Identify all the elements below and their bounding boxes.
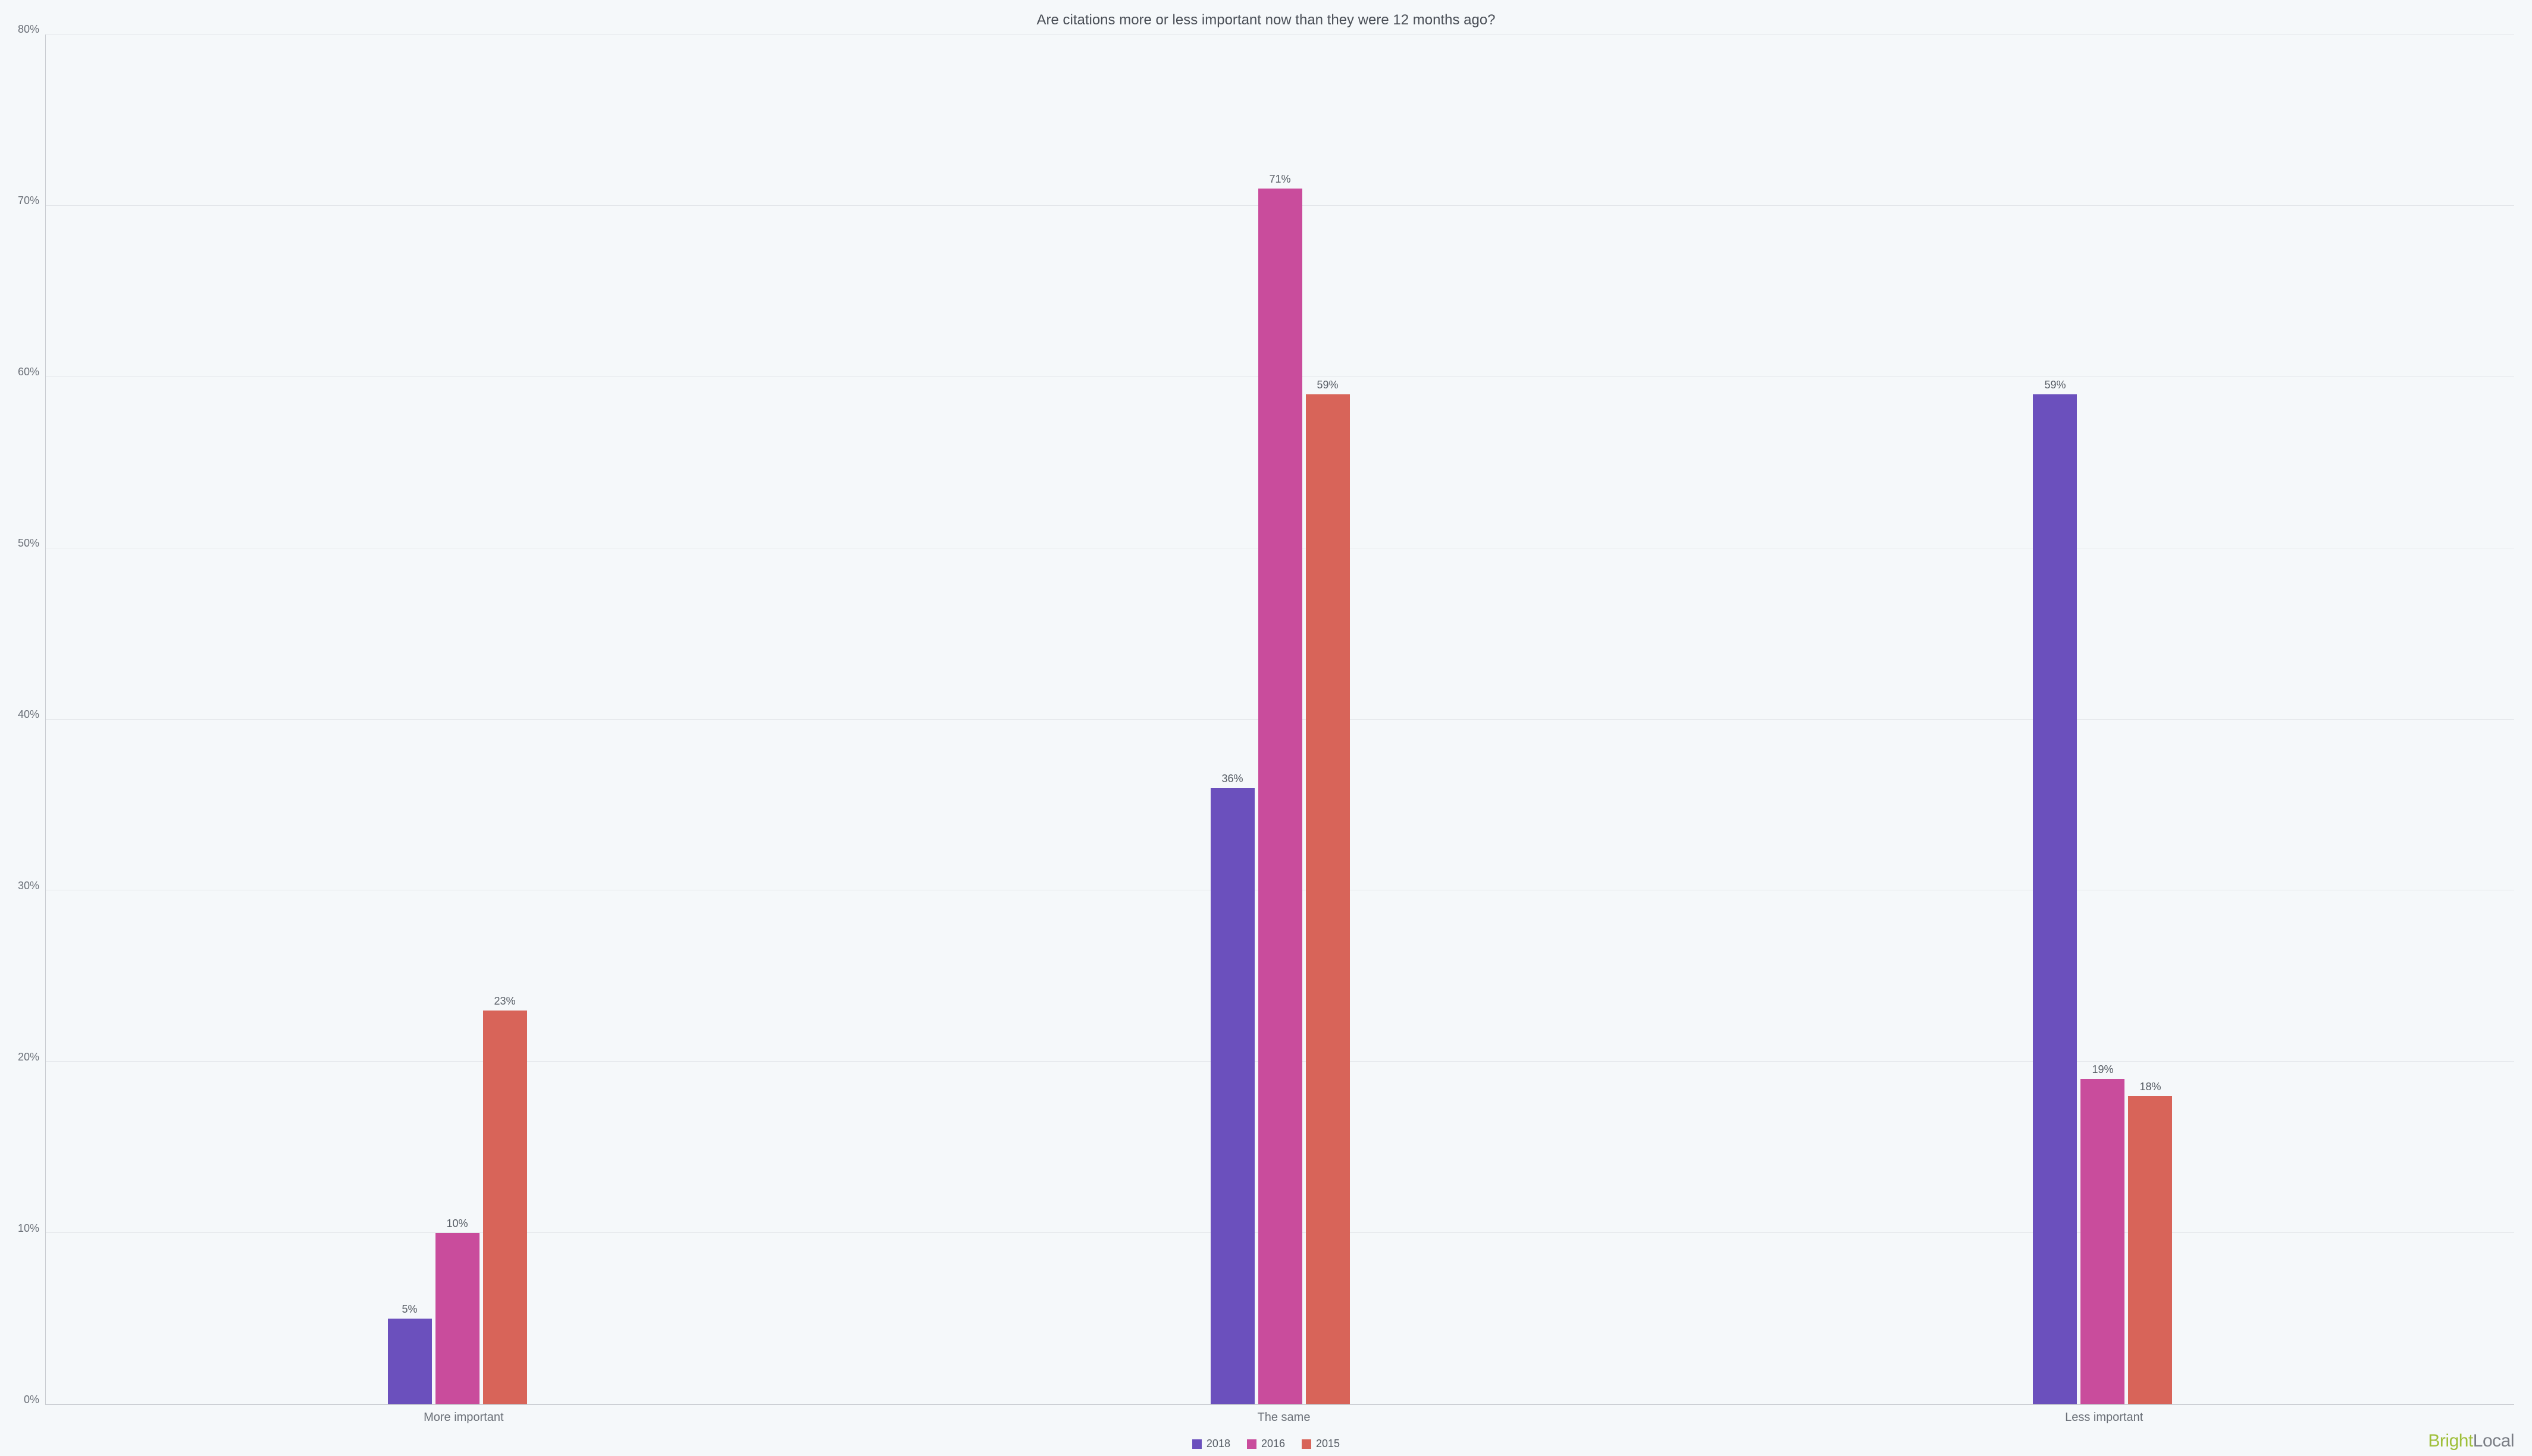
bar-group: 59%19%18% [1691, 34, 2514, 1404]
bar: 18% [2128, 1096, 2172, 1404]
x-category-label: The same [874, 1411, 1694, 1424]
bar: 71% [1258, 189, 1302, 1404]
x-category-label: Less important [1694, 1411, 2514, 1424]
legend-item: 2015 [1302, 1438, 1340, 1450]
legend-item: 2016 [1247, 1438, 1285, 1450]
bar-value-label: 18% [2139, 1081, 2161, 1093]
bar: 5% [388, 1319, 432, 1404]
bar-value-label: 59% [2044, 379, 2066, 391]
bar-groups: 5%10%23%36%71%59%59%19%18% [46, 34, 2514, 1404]
bar: 10% [435, 1233, 480, 1404]
y-axis: 80%70%60%50%40%30%20%10%0% [18, 34, 45, 1405]
chart-area: 80%70%60%50%40%30%20%10%0% 5%10%23%36%71… [18, 34, 2514, 1405]
chart-title: Are citations more or less important now… [18, 12, 2514, 29]
legend-swatch [1192, 1439, 1202, 1449]
legend-label: 2016 [1261, 1438, 1285, 1450]
bar-value-label: 5% [402, 1303, 418, 1316]
legend-swatch [1302, 1439, 1311, 1449]
x-axis: More importantThe sameLess important [54, 1411, 2514, 1424]
bar: 19% [2080, 1079, 2124, 1404]
legend-item: 2018 [1192, 1438, 1230, 1450]
bar-group: 5%10%23% [46, 34, 869, 1404]
legend-label: 2018 [1207, 1438, 1230, 1450]
bar-value-label: 59% [1317, 379, 1338, 391]
plot-area: 5%10%23%36%71%59%59%19%18% [45, 34, 2514, 1405]
bar-group: 36%71%59% [869, 34, 1691, 1404]
x-category-label: More important [54, 1411, 874, 1424]
bar: 36% [1211, 788, 1255, 1404]
legend-label: 2015 [1316, 1438, 1340, 1450]
bar-value-label: 19% [2092, 1063, 2113, 1076]
bar-value-label: 71% [1269, 173, 1290, 186]
brightlocal-logo: BrightLocal [2428, 1431, 2514, 1451]
bar: 23% [483, 1011, 527, 1404]
bar-value-label: 36% [1221, 773, 1243, 785]
logo-part-bright: Bright [2428, 1431, 2473, 1451]
bar: 59% [1306, 394, 1350, 1404]
bar-value-label: 23% [494, 995, 516, 1008]
logo-part-local: Local [2473, 1431, 2514, 1451]
bar-value-label: 10% [447, 1217, 468, 1230]
legend-swatch [1247, 1439, 1256, 1449]
legend: 2018 2016 2015 [18, 1438, 2514, 1450]
bar: 59% [2033, 394, 2077, 1404]
